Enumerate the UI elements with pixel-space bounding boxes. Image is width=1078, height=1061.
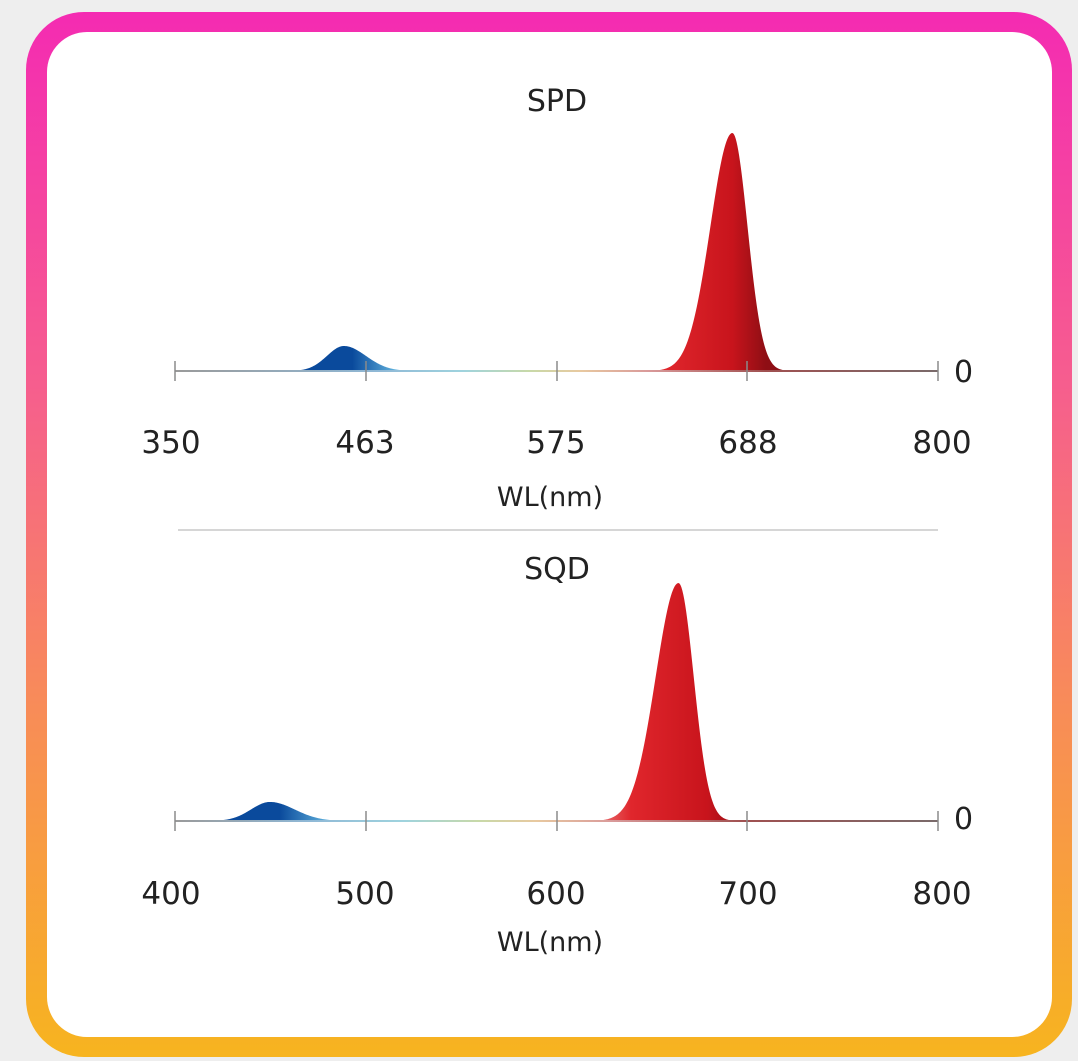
sqd-x-axis-label: WL(nm) [497, 927, 603, 958]
sqd-spectrum-area [175, 583, 935, 821]
spd-title: SPD [527, 84, 587, 119]
spd-tick-label-4: 800 [912, 425, 971, 461]
sqd-title: SQD [524, 552, 590, 587]
spd-chart: SPD 0 350 463 575 688 800 WL(nm) [141, 84, 973, 513]
spd-spectrum-area [175, 133, 935, 371]
spd-ticks [174, 361, 939, 381]
sqd-tick-label-0: 400 [141, 876, 200, 912]
chart-card [47, 32, 1052, 1037]
spd-x-axis-label: WL(nm) [497, 482, 603, 513]
spd-tick-label-0: 350 [141, 425, 200, 461]
spd-zero-label: 0 [954, 355, 973, 390]
spd-tick-label-2: 575 [526, 425, 585, 461]
sqd-tick-label-2: 600 [526, 876, 585, 912]
sqd-tick-label-1: 500 [335, 876, 394, 912]
sqd-tick-label-3: 700 [718, 876, 777, 912]
sqd-chart: SQD 0 400 500 600 700 800 WL(nm) [141, 552, 973, 958]
sqd-zero-label: 0 [954, 802, 973, 837]
spd-tick-label-1: 463 [335, 425, 394, 461]
sqd-tick-label-4: 800 [912, 876, 971, 912]
spd-tick-label-3: 688 [718, 425, 777, 461]
sqd-ticks [174, 811, 939, 831]
